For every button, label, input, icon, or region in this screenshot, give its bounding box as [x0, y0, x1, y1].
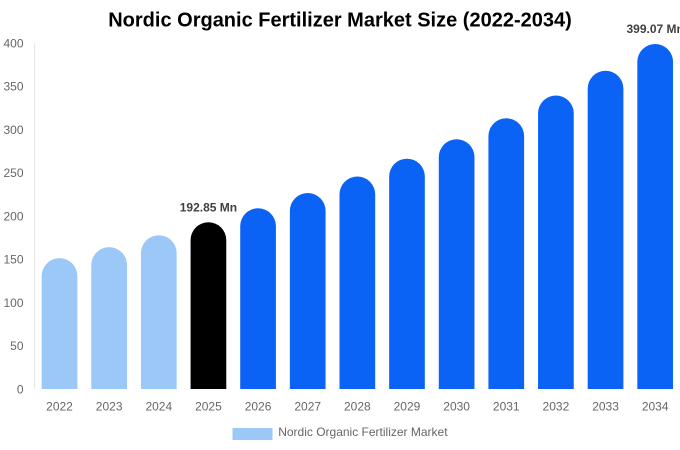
- svg-text:2034: 2034: [642, 400, 669, 414]
- svg-text:2031: 2031: [493, 400, 520, 414]
- svg-text:200: 200: [3, 209, 23, 223]
- svg-text:2030: 2030: [443, 400, 470, 414]
- svg-text:192.85 Mn: 192.85 Mn: [180, 200, 237, 214]
- svg-text:2032: 2032: [543, 400, 570, 414]
- svg-text:0: 0: [17, 382, 24, 396]
- svg-text:2027: 2027: [294, 400, 321, 414]
- svg-text:2033: 2033: [592, 400, 619, 414]
- svg-text:Nordic Organic Fertilizer Mark: Nordic Organic Fertilizer Market: [278, 425, 448, 439]
- svg-text:100: 100: [3, 296, 23, 310]
- svg-text:2026: 2026: [245, 400, 272, 414]
- svg-text:400: 400: [3, 37, 23, 51]
- svg-text:2023: 2023: [96, 400, 123, 414]
- svg-text:2025: 2025: [195, 400, 222, 414]
- svg-text:2024: 2024: [145, 400, 172, 414]
- svg-text:250: 250: [3, 166, 23, 180]
- svg-text:350: 350: [3, 80, 23, 94]
- svg-text:150: 150: [3, 253, 23, 267]
- svg-text:2028: 2028: [344, 400, 371, 414]
- svg-text:Nordic Organic Fertilizer Mark: Nordic Organic Fertilizer Market Size (2…: [108, 10, 572, 32]
- svg-text:2029: 2029: [394, 400, 421, 414]
- svg-text:399.07 Mn: 399.07 Mn: [626, 22, 680, 36]
- svg-text:300: 300: [3, 123, 23, 137]
- svg-text:2022: 2022: [46, 400, 73, 414]
- svg-text:50: 50: [10, 339, 24, 353]
